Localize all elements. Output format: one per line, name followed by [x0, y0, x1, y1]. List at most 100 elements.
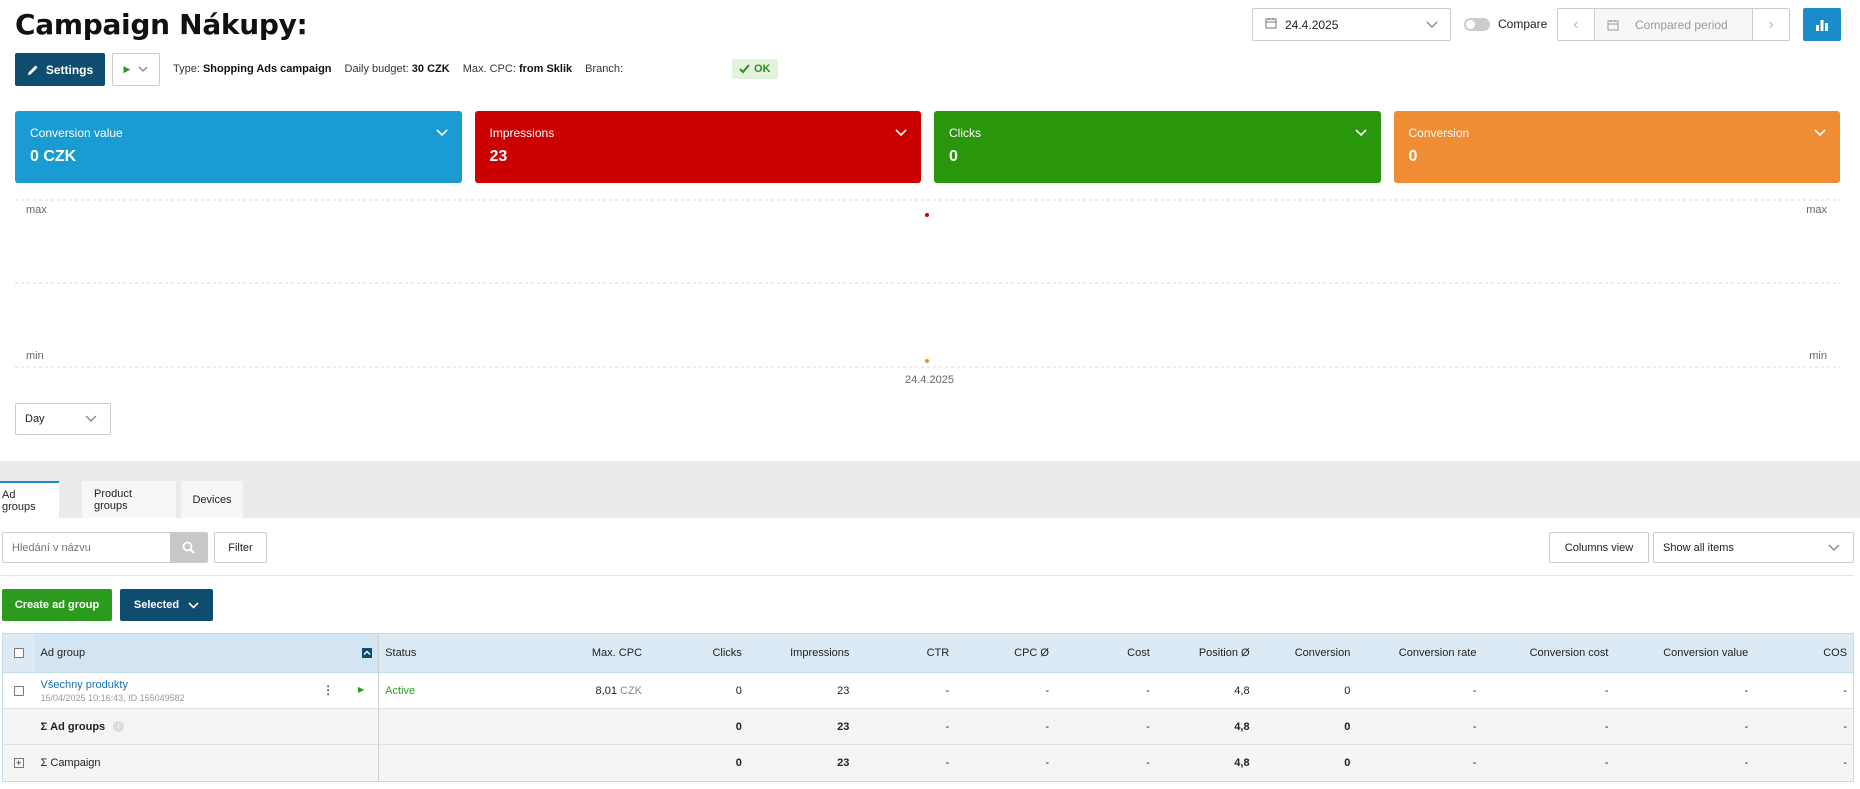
card-value: 0 CZK — [30, 148, 77, 165]
next-period-button[interactable]: › — [1753, 9, 1789, 40]
compared-period-picker[interactable]: ‹ Compared period › — [1557, 8, 1790, 41]
col-cpc[interactable]: CPC Ø — [1014, 647, 1049, 659]
chevron-down-icon — [1828, 543, 1840, 555]
y-min-left: min — [26, 350, 44, 362]
granularity-select[interactable]: Day — [15, 403, 111, 435]
impressions-point — [925, 213, 929, 217]
search-input[interactable] — [3, 533, 170, 562]
calendar-icon — [1265, 17, 1277, 32]
divider — [0, 575, 1854, 576]
card-clicks[interactable]: Clicks 0 — [934, 111, 1381, 183]
card-label: Conversion value — [30, 126, 123, 140]
chevron-down-icon[interactable] — [895, 128, 907, 140]
expand-icon[interactable]: + — [13, 758, 24, 768]
chevron-down-icon[interactable] — [1814, 128, 1826, 140]
max-cpc-cell[interactable]: 8,01 CZK — [595, 684, 643, 697]
info-icon[interactable]: i — [113, 721, 125, 732]
chevron-down-icon[interactable] — [1354, 128, 1367, 140]
create-ad-group-button[interactable]: Create ad group — [2, 589, 112, 621]
metric-cards: Conversion value 0 CZK Impressions 23 Cl… — [15, 111, 1840, 183]
play-icon[interactable]: ▶ — [358, 685, 365, 694]
ad-group-cell: Všechny produkty 15/04/2025 10:16:43, ID… — [35, 673, 379, 708]
row-checkbox[interactable] — [13, 685, 24, 696]
chevron-down-icon[interactable] — [435, 128, 448, 140]
ctr-cell: - — [945, 684, 950, 697]
filter-button[interactable]: Filter — [214, 532, 267, 563]
chevron-down-icon — [188, 601, 199, 609]
card-conversion-value[interactable]: Conversion value 0 CZK — [15, 111, 462, 183]
campaign-type: Type: Shopping Ads campaign — [173, 63, 332, 75]
ad-group-meta: 15/04/2025 10:16:43, ID 155049582 — [40, 692, 185, 703]
ad-group-link[interactable]: Všechny produkty — [40, 678, 128, 691]
prev-period-button[interactable]: ‹ — [1558, 9, 1594, 40]
tab-bar: Ad groups Product groups Devices — [0, 461, 1860, 518]
check-icon — [739, 64, 750, 74]
compare-label: Compare — [1498, 17, 1548, 31]
chevron-down-icon — [1426, 18, 1438, 32]
compare-toggle[interactable]: Compare — [1464, 17, 1547, 31]
position-cell: 4,8 — [1234, 684, 1250, 697]
show-items-select[interactable]: Show all items — [1653, 532, 1854, 563]
settings-button[interactable]: Settings — [15, 53, 105, 86]
date-picker[interactable]: 24.4.2025 — [1252, 8, 1451, 41]
compared-period-field[interactable]: Compared period — [1594, 9, 1753, 40]
col-cos[interactable]: COS — [1823, 647, 1848, 659]
branch: Branch: — [585, 63, 624, 75]
col-conversion[interactable]: Conversion — [1294, 647, 1351, 659]
select-all-checkbox[interactable] — [13, 648, 24, 658]
more-options-icon[interactable]: ⋮ — [322, 683, 335, 697]
col-position[interactable]: Position Ø — [1198, 647, 1250, 659]
granularity-value: Day — [25, 413, 45, 425]
col-conversion-rate[interactable]: Conversion rate — [1398, 647, 1477, 659]
tab-ad-groups[interactable]: Ad groups — [0, 481, 59, 518]
card-impressions[interactable]: Impressions 23 — [474, 111, 921, 183]
max-cpc: Max. CPC: from Sklik — [462, 63, 573, 75]
ad-groups-table: Ad group Status Max. CPC Clicks Impressi… — [2, 633, 1854, 782]
sort-icon[interactable] — [362, 648, 373, 658]
play-icon: ▶ — [123, 64, 131, 74]
col-max-cpc[interactable]: Max. CPC — [591, 647, 643, 659]
pencil-icon — [27, 65, 38, 75]
sum-campaign-row: + Σ Campaign 0 23 - - - 4,8 0 - - - - — [3, 745, 1853, 781]
chevron-down-icon — [138, 66, 148, 72]
table-row: Všechny produkty 15/04/2025 10:16:43, ID… — [3, 673, 1853, 709]
card-value: 0 — [949, 148, 958, 165]
sum-ad-groups-row: Σ Ad groups i 0 23 - - - 4,8 0 - - - - — [3, 709, 1853, 745]
cost-cell: - — [1146, 684, 1150, 697]
search-icon — [182, 541, 195, 554]
compared-period-placeholder: Compared period — [1635, 17, 1728, 32]
status-cell: Active — [378, 673, 486, 708]
toggle-switch[interactable] — [1464, 17, 1490, 31]
calendar-icon — [1607, 19, 1619, 30]
search-button[interactable] — [170, 533, 207, 562]
conversion-cost-cell: - — [1604, 684, 1609, 697]
card-conversion[interactable]: Conversion 0 — [1393, 111, 1840, 183]
cpc-cell: - — [1045, 684, 1049, 697]
columns-view-button[interactable]: Columns view — [1549, 532, 1649, 563]
show-items-value: Show all items — [1663, 541, 1734, 554]
date-value: 24.4.2025 — [1285, 17, 1339, 32]
campaign-meta: Type: Shopping Ads campaign Daily budget… — [173, 63, 623, 75]
col-clicks[interactable]: Clicks — [712, 647, 742, 659]
chart-canvas — [15, 199, 1840, 368]
selected-actions-button[interactable]: Selected — [120, 589, 213, 621]
page-title: Campaign Nákupy: — [15, 8, 308, 41]
col-conversion-value[interactable]: Conversion value — [1663, 647, 1749, 659]
col-status[interactable]: Status — [378, 634, 486, 672]
col-impressions[interactable]: Impressions — [790, 647, 850, 659]
col-ctr[interactable]: CTR — [926, 647, 950, 659]
campaign-state-dropdown[interactable]: ▶ — [112, 53, 160, 86]
tab-devices[interactable]: Devices — [181, 481, 243, 518]
sum-label-cell: Σ Ad groups i — [35, 709, 379, 744]
conversion-cell: 0 — [1344, 684, 1351, 697]
status-badge: OK — [732, 59, 778, 79]
conversion-value-cell: - — [1744, 684, 1749, 697]
tab-product-groups[interactable]: Product groups — [82, 481, 176, 518]
col-cost[interactable]: Cost — [1127, 647, 1150, 659]
card-value: 0 — [1408, 148, 1418, 165]
col-ad-group[interactable]: Ad group — [34, 634, 379, 672]
col-conversion-cost[interactable]: Conversion cost — [1529, 647, 1609, 659]
table-header: Ad group Status Max. CPC Clicks Impressi… — [3, 634, 1853, 673]
chart-toggle-button[interactable] — [1803, 8, 1841, 41]
cos-cell: - — [1843, 684, 1848, 697]
